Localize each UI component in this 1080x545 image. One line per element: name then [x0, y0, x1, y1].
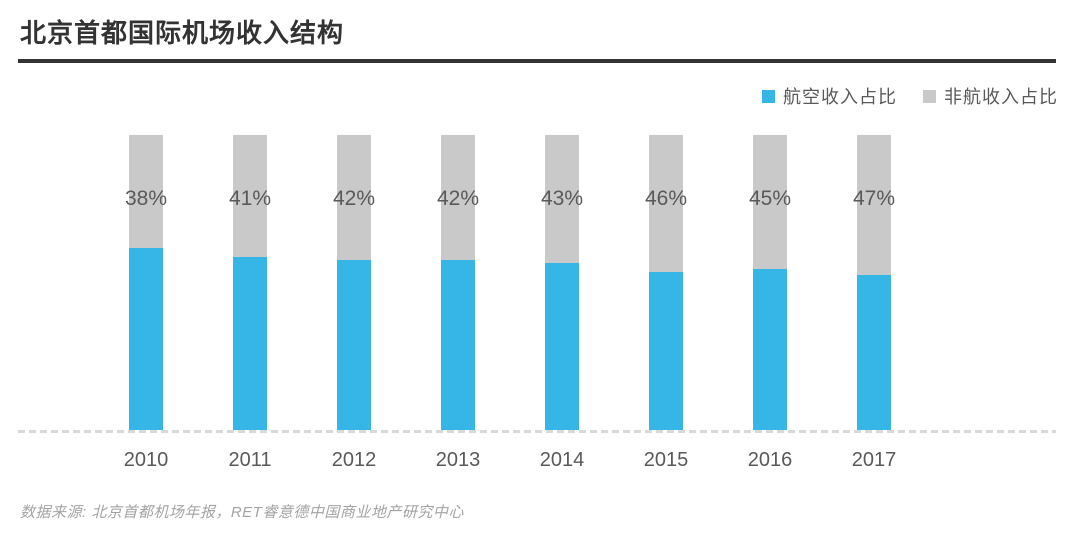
x-axis-tick-label: 2011: [228, 449, 272, 471]
bar-column: 38%: [94, 135, 198, 432]
non-aviation-segment: [753, 135, 787, 269]
x-axis-line: [18, 430, 1056, 433]
title-divider: [18, 59, 1056, 63]
legend-label: 航空收入占比: [783, 87, 897, 107]
bar-column: 43%: [510, 135, 614, 432]
legend-item: 非航收入占比: [923, 83, 1058, 109]
non-aviation-segment: [233, 135, 267, 257]
x-axis-tick-label: 2013: [435, 449, 481, 471]
legend-item: 航空收入占比: [762, 83, 897, 109]
bar-value-label: 42%: [332, 187, 376, 210]
non-aviation-segment: [129, 135, 163, 248]
aviation-segment: [233, 256, 267, 432]
x-axis-tick-label: 2017: [851, 449, 897, 471]
non-aviation-segment: [545, 135, 579, 263]
bar-value-label: 42%: [436, 187, 480, 210]
stacked-bar: [129, 135, 163, 432]
aviation-segment: [441, 259, 475, 432]
x-axis-tick-label: 2014: [539, 449, 585, 471]
non-aviation-segment: [337, 135, 371, 260]
legend-swatch-icon: [762, 89, 775, 103]
plot-columns: 38% 41% 42% 42% 43% 46% 45% 47%: [94, 135, 926, 432]
page-title: 北京首都国际机场收入结构: [20, 18, 345, 48]
bar-column: 47%: [822, 135, 926, 432]
aviation-segment: [337, 259, 371, 432]
bar-column: 46%: [614, 135, 718, 432]
bar-value-label: 45%: [748, 187, 792, 210]
bar-column: 45%: [718, 135, 822, 432]
stacked-bar: [649, 135, 683, 432]
data-source-note: 数据来源: 北京首都机场年报，RET睿意德中国商业地产研究中心: [20, 504, 464, 521]
non-aviation-segment: [441, 135, 475, 260]
stacked-bar: [337, 135, 371, 432]
stacked-bar: [233, 135, 267, 432]
aviation-segment: [129, 247, 163, 432]
legend-label: 非航收入占比: [944, 87, 1058, 107]
x-axis-tick-label: 2016: [747, 449, 793, 471]
aviation-segment: [545, 262, 579, 432]
bar-column: 41%: [198, 135, 302, 432]
stacked-bar: [753, 135, 787, 432]
non-aviation-segment: [649, 135, 683, 272]
aviation-segment: [753, 268, 787, 432]
chart-legend: 航空收入占比 非航收入占比: [762, 83, 1058, 109]
bar-column: 42%: [302, 135, 406, 432]
bar-value-label: 46%: [644, 187, 688, 210]
bar-value-label: 41%: [228, 187, 272, 210]
bar-value-label: 38%: [124, 187, 168, 210]
non-aviation-segment: [857, 135, 891, 275]
x-axis-tick-label: 2015: [643, 449, 689, 471]
bar-value-label: 43%: [540, 187, 584, 210]
stacked-bar: [857, 135, 891, 432]
x-axis-labels: 2010 2011 2012 2013 2014 2015 2016 2017: [94, 449, 926, 472]
stacked-bar: [441, 135, 475, 432]
stacked-bar: [545, 135, 579, 432]
aviation-segment: [857, 274, 891, 432]
aviation-segment: [649, 271, 683, 432]
x-axis-tick-label: 2010: [123, 449, 169, 471]
legend-swatch-icon: [923, 89, 936, 103]
x-axis-tick-label: 2012: [331, 449, 377, 471]
bar-column: 42%: [406, 135, 510, 432]
bar-value-label: 47%: [852, 187, 896, 210]
